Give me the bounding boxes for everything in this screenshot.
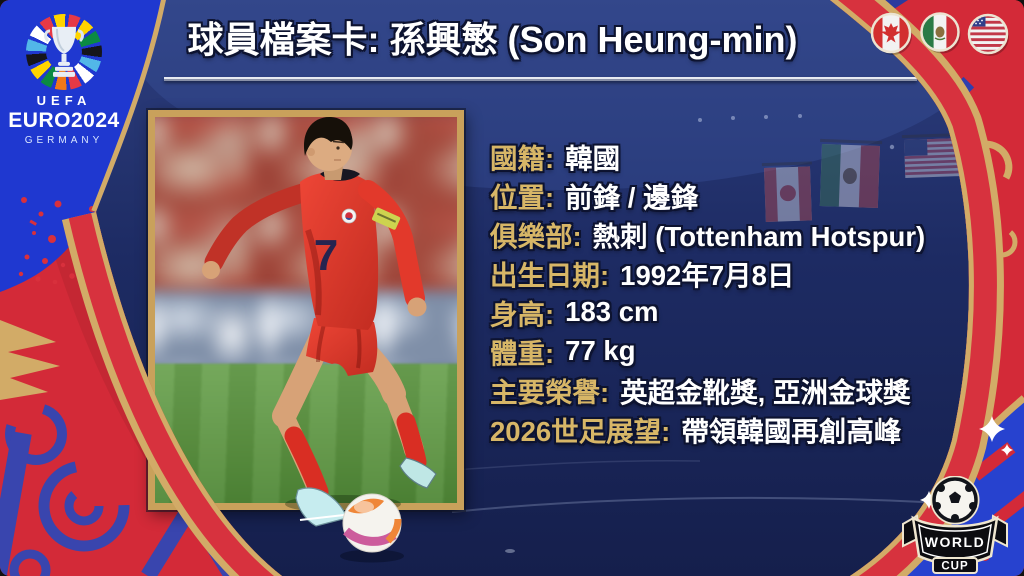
- field-value: 帶領韓國再創高峰: [681, 415, 902, 447]
- field-value: 英超金靴獎, 亞洲金球獎: [620, 376, 911, 408]
- info-row-weight: 體重: 77 kg: [490, 331, 1024, 370]
- field-value: 韓國: [565, 142, 621, 174]
- uefa-wordmark: UEFA: [36, 93, 92, 108]
- world-cup-badge: WORLD CUP: [902, 476, 1008, 574]
- page-title: 球員檔案卡: 孫興慜 (Son Heung-min): [187, 19, 798, 60]
- field-label: 體重:: [490, 337, 555, 369]
- profile-info-list: 國籍: 韓國 位置: 前鋒 / 邊鋒 俱樂部: 熱刺 (Tottenham Ho…: [490, 136, 1024, 448]
- info-row-position: 位置: 前鋒 / 邊鋒: [490, 175, 1024, 214]
- photo-crowd-background: [155, 117, 457, 308]
- info-row-club: 俱樂部: 熱刺 (Tottenham Hotspur): [490, 214, 1024, 253]
- trophy-icon: [44, 26, 84, 77]
- field-label: 2026世足展望:: [490, 415, 671, 447]
- info-row-height: 身高: 183 cm: [490, 292, 1024, 331]
- photo-pitch: [155, 363, 457, 503]
- germany-wordmark: GERMANY: [24, 135, 104, 146]
- badge-world-label: WORLD: [925, 534, 985, 550]
- field-value: 熱刺 (Tottenham Hotspur): [592, 220, 926, 252]
- info-row-outlook: 2026世足展望: 帶領韓國再創高峰: [490, 409, 1024, 448]
- player-photo: [148, 110, 464, 510]
- field-label: 出生日期:: [490, 259, 610, 291]
- field-value: 77 kg: [565, 334, 636, 366]
- field-value: 前鋒 / 邊鋒: [565, 181, 699, 213]
- field-label: 國籍:: [490, 142, 555, 174]
- uefa-euro-2024-logo: UEFA EURO2024 GERMANY: [2, 6, 126, 146]
- badge-cup-label: CUP: [941, 561, 968, 573]
- field-value: 1992年7月8日: [620, 259, 795, 291]
- field-label: 位置:: [490, 181, 555, 213]
- soccer-ball-icon: [930, 476, 980, 525]
- field-label: 身高:: [490, 298, 555, 330]
- field-label: 俱樂部:: [490, 220, 582, 252]
- info-row-nationality: 國籍: 韓國: [490, 136, 1024, 175]
- euro-trophy-icon: [26, 14, 102, 90]
- info-row-birthdate: 出生日期: 1992年7月8日: [490, 253, 1024, 292]
- field-label: 主要榮譽:: [490, 376, 610, 408]
- info-row-honours: 主要榮譽: 英超金靴獎, 亞洲金球獎: [490, 370, 1024, 409]
- photo-ad-boards: [155, 290, 457, 374]
- title-divider: [164, 77, 917, 81]
- gold-zigzag: [0, 320, 60, 400]
- field-value: 183 cm: [565, 295, 659, 327]
- euro2024-wordmark: EURO2024: [8, 109, 120, 132]
